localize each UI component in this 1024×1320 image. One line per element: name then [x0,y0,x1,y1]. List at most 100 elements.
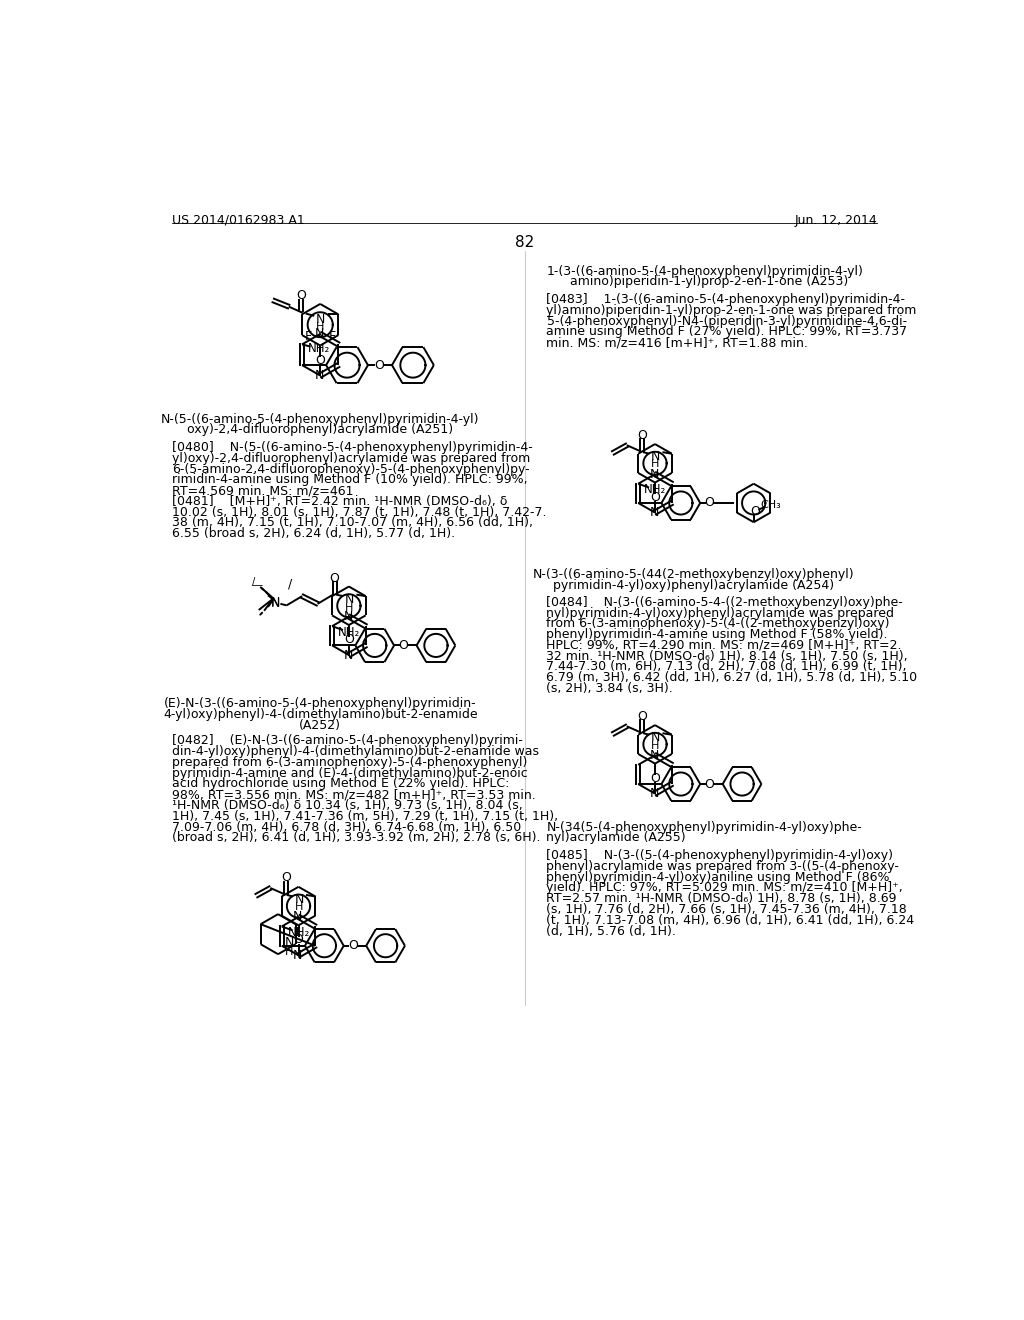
Text: yl)amino)piperidin-1-yl)prop-2-en-1-one was prepared from: yl)amino)piperidin-1-yl)prop-2-en-1-one … [547,304,916,317]
Text: 4-yl)oxy)phenyl)-4-(dimethylamino)but-2-enamide: 4-yl)oxy)phenyl)-4-(dimethylamino)but-2-… [163,708,477,721]
Text: 1H), 7.45 (s, 1H), 7.41-7.36 (m, 5H), 7.29 (t, 1H), 7.15 (t, 1H),: 1H), 7.45 (s, 1H), 7.41-7.36 (m, 5H), 7.… [172,810,558,822]
Text: N: N [345,594,354,606]
Text: N: N [343,610,353,623]
Text: 6.79 (m, 3H), 6.42 (dd, 1H), 6.27 (d, 1H), 5.78 (d, 1H), 5.10: 6.79 (m, 3H), 6.42 (dd, 1H), 6.27 (d, 1H… [547,671,918,684]
Text: phenyl)acrylamide was prepared from 3-((5-(4-phenoxy-: phenyl)acrylamide was prepared from 3-((… [547,859,899,873]
Text: N-(5-((6-amino-5-(4-phenoxyphenyl)pyrimidin-4-yl): N-(5-((6-amino-5-(4-phenoxyphenyl)pyrimi… [161,412,479,425]
Text: /: / [288,577,292,590]
Text: H: H [295,903,303,912]
Text: 1-(3-((6-amino-5-(4-phenoxyphenyl)pyrimidin-4-yl): 1-(3-((6-amino-5-(4-phenoxyphenyl)pyrimi… [547,264,863,277]
Text: N: N [314,370,325,381]
Text: from 6-(3-aminophenoxy)-5-(4-((2-methoxybenzyl)oxy): from 6-(3-aminophenoxy)-5-(4-((2-methoxy… [547,618,890,631]
Text: amino)piperidin-1-yl)prop-2-en-1-one (A253): amino)piperidin-1-yl)prop-2-en-1-one (A2… [569,276,848,289]
Text: 7.09-7.06 (m, 4H), 6.78 (d, 3H), 6.74-6.68 (m, 1H), 6.50: 7.09-7.06 (m, 4H), 6.78 (d, 3H), 6.74-6.… [172,821,521,834]
Text: N: N [649,787,658,800]
Text: O: O [398,639,409,652]
Text: N-(34(5-(4-phenoxyphenyl)pyrimidin-4-yl)oxy)phe-: N-(34(5-(4-phenoxyphenyl)pyrimidin-4-yl)… [547,821,862,834]
Text: N: N [271,595,281,609]
Text: —: — [252,581,263,590]
Text: O: O [705,496,715,510]
Text: O: O [330,572,340,585]
Text: O: O [751,506,760,517]
Text: H: H [651,459,659,470]
Text: N: N [314,327,325,341]
Text: prepared from 6-(3-aminophenoxy)-5-(4-phenoxyphenyl): prepared from 6-(3-aminophenoxy)-5-(4-ph… [172,756,527,770]
Text: NH₂: NH₂ [338,626,360,639]
Text: N: N [651,450,660,463]
Text: [0483]    1-(3-((6-amino-5-(4-phenoxyphenyl)pyrimidin-4-: [0483] 1-(3-((6-amino-5-(4-phenoxyphenyl… [547,293,905,306]
Text: RT=2.57 min. ¹H-NMR (DMSO-d₆) 1H), 8.78 (s, 1H), 8.69: RT=2.57 min. ¹H-NMR (DMSO-d₆) 1H), 8.78 … [547,892,897,906]
Text: rimidin-4-amine using Method F (10% yield). HPLC: 99%,: rimidin-4-amine using Method F (10% yiel… [172,474,527,486]
Text: Jun. 12, 2014: Jun. 12, 2014 [795,214,878,227]
Text: 82: 82 [515,235,535,251]
Text: ¹H-NMR (DMSO-d₆) δ 10.34 (s, 1H), 9.73 (s, 1H), 8.04 (s,: ¹H-NMR (DMSO-d₆) δ 10.34 (s, 1H), 9.73 (… [172,799,523,812]
Text: N: N [285,936,294,949]
Text: N: N [649,467,658,480]
Text: O: O [705,777,715,791]
Text: O: O [637,710,647,723]
Text: [0482]    (E)-N-(3-((6-amino-5-(4-phenoxyphenyl)pyrimi-: [0482] (E)-N-(3-((6-amino-5-(4-phenoxyph… [172,734,523,747]
Text: RT=4.569 min. MS: m/z=461: RT=4.569 min. MS: m/z=461 [172,484,353,498]
Text: US 2014/0162983 A1: US 2014/0162983 A1 [172,214,305,227]
Text: din-4-yl)oxy)phenyl)-4-(dimethylamino)but-2-enamide was: din-4-yl)oxy)phenyl)-4-(dimethylamino)bu… [172,744,540,758]
Text: yield). HPLC: 97%, RT=5.029 min. MS: m/z=410 [M+H]⁺,: yield). HPLC: 97%, RT=5.029 min. MS: m/z… [547,882,903,895]
Text: oxy)-2,4-difluorophenyl)acrylamide (A251): oxy)-2,4-difluorophenyl)acrylamide (A251… [187,424,454,437]
Text: 98%, RT=3.556 min. MS: m/z=482 [m+H]⁺, RT=3.53 min.: 98%, RT=3.556 min. MS: m/z=482 [m+H]⁺, R… [172,788,536,801]
Text: HPLC: 99%, RT=4.290 min. MS: m/z=469 [M+H]⁺, RT=2.: HPLC: 99%, RT=4.290 min. MS: m/z=469 [M+… [547,639,902,652]
Text: N: N [293,949,302,962]
Text: H: H [285,946,294,957]
Text: 7.44-7.30 (m, 6H), 7.13 (d, 2H), 7.08 (d, 1H), 6.99 (t, 1H),: 7.44-7.30 (m, 6H), 7.13 (d, 2H), 7.08 (d… [547,660,907,673]
Text: O: O [650,491,659,504]
Text: O: O [637,429,647,442]
Text: 6-(5-amino-2,4-difluorophenoxy)-5-(4-phenoxyphenyl)py-: 6-(5-amino-2,4-difluorophenoxy)-5-(4-phe… [172,462,529,475]
Text: O: O [650,772,659,785]
Text: O: O [315,354,326,367]
Text: N-(3-((6-amino-5-(44(2-methoxybenzyl)oxy)phenyl): N-(3-((6-amino-5-(44(2-methoxybenzyl)oxy… [532,568,855,581]
Text: amine using Method F (27% yield). HPLC: 99%, RT=3.737: amine using Method F (27% yield). HPLC: … [547,326,907,338]
Text: pyrimidin-4-yl)oxy)phenyl)acrylamide (A254): pyrimidin-4-yl)oxy)phenyl)acrylamide (A2… [553,579,835,591]
Text: NH₂: NH₂ [644,483,667,496]
Text: 38 (m, 4H), 7.15 (t, 1H), 7.10-7.07 (m, 4H), 6.56 (dd, 1H),: 38 (m, 4H), 7.15 (t, 1H), 7.10-7.07 (m, … [172,516,534,529]
Text: F: F [329,330,336,343]
Text: N: N [649,506,658,519]
Text: nyl)acrylamide (A255): nyl)acrylamide (A255) [547,832,686,845]
Text: (s, 2H), 3.84 (s, 3H).: (s, 2H), 3.84 (s, 3H). [547,682,673,696]
Text: (broad s, 2H), 6.41 (d, 1H), 3.93-3.92 (m, 2H), 2.78 (s, 6H).: (broad s, 2H), 6.41 (d, 1H), 3.93-3.92 (… [172,832,541,845]
Text: N: N [651,731,660,744]
Text: phenyl)pyrimidin-4-yl)oxy)aniline using Method F (86%: phenyl)pyrimidin-4-yl)oxy)aniline using … [547,871,890,883]
Text: N: N [343,648,353,661]
Text: O: O [344,634,354,647]
Text: NH₂: NH₂ [308,342,331,355]
Text: nyl)pyrimidin-4-yl)oxy)phenyl)acrylamide was prepared: nyl)pyrimidin-4-yl)oxy)phenyl)acrylamide… [547,607,895,619]
Text: NH₂: NH₂ [288,927,310,939]
Text: 32 min. ¹H-NMR (DMSO-d₆) 1H), 8.14 (s, 1H), 7.50 (s, 1H),: 32 min. ¹H-NMR (DMSO-d₆) 1H), 8.14 (s, 1… [547,649,908,663]
Text: acid hydrochloride using Method E (22% yield). HPLC:: acid hydrochloride using Method E (22% y… [172,777,510,791]
Text: O: O [296,289,306,302]
Text: [0480]    N-(5-((6-amino-5-(4-phenoxyphenyl)pyrimidin-4-: [0480] N-(5-((6-amino-5-(4-phenoxyphenyl… [172,441,532,454]
Text: 10.02 (s, 1H), 8.01 (s, 1H), 7.87 (t, 1H), 7.48 (t, 1H), 7.42-7.: 10.02 (s, 1H), 8.01 (s, 1H), 7.87 (t, 1H… [172,506,547,519]
Text: O: O [374,359,384,372]
Text: N: N [649,748,658,762]
Text: [0481]    [M+H]⁺, RT=2.42 min. ¹H-NMR (DMSO-d₆), δ: [0481] [M+H]⁺, RT=2.42 min. ¹H-NMR (DMSO… [172,495,508,508]
Text: O: O [348,940,358,952]
Text: [0484]    N-(3-((6-amino-5-4-((2-methoxybenzyl)oxy)phe-: [0484] N-(3-((6-amino-5-4-((2-methoxyben… [547,595,903,609]
Text: (E)-N-(3-((6-amino-5-(4-phenoxyphenyl)pyrimidin-: (E)-N-(3-((6-amino-5-(4-phenoxyphenyl)py… [164,697,476,710]
Text: pyrimidin-4-amine and (E)-4-(dimethylamino)but-2-enoic: pyrimidin-4-amine and (E)-4-(dimethylami… [172,767,528,780]
Text: [0485]    N-(3-((5-(4-phenoxyphenyl)pyrimidin-4-yl)oxy): [0485] N-(3-((5-(4-phenoxyphenyl)pyrimid… [547,849,894,862]
Text: 6.55 (broad s, 2H), 6.24 (d, 1H), 5.77 (d, 1H).: 6.55 (broad s, 2H), 6.24 (d, 1H), 5.77 (… [172,527,456,540]
Text: (t, 1H), 7.13-7.08 (m, 4H), 6.96 (d, 1H), 6.41 (dd, 1H), 6.24: (t, 1H), 7.13-7.08 (m, 4H), 6.96 (d, 1H)… [547,913,914,927]
Text: N: N [271,598,281,610]
Text: H: H [651,741,659,751]
Text: H: H [316,322,325,333]
Text: H: H [345,603,353,612]
Text: CH₃: CH₃ [761,500,781,511]
Text: (A252): (A252) [299,719,341,733]
Text: min. MS: m/z=416 [m+H]⁺, RT=1.88 min.: min. MS: m/z=416 [m+H]⁺, RT=1.88 min. [547,337,808,350]
Text: N: N [294,894,304,906]
Text: phenyl)pyrimidin-4-amine using Method F (58% yield).: phenyl)pyrimidin-4-amine using Method F … [547,628,888,642]
Text: (s, 1H), 7.76 (d, 2H), 7.66 (s, 1H), 7.45-7.36 (m, 4H), 7.18: (s, 1H), 7.76 (d, 2H), 7.66 (s, 1H), 7.4… [547,903,907,916]
Text: (d, 1H), 5.76 (d, 1H).: (d, 1H), 5.76 (d, 1H). [547,924,677,937]
Text: 5-(4-phenoxyphenyl)-N4-(piperidin-3-yl)pyrimidine-4,6-di-: 5-(4-phenoxyphenyl)-N4-(piperidin-3-yl)p… [547,314,906,327]
Text: /: / [253,577,256,587]
Text: N: N [315,313,326,326]
